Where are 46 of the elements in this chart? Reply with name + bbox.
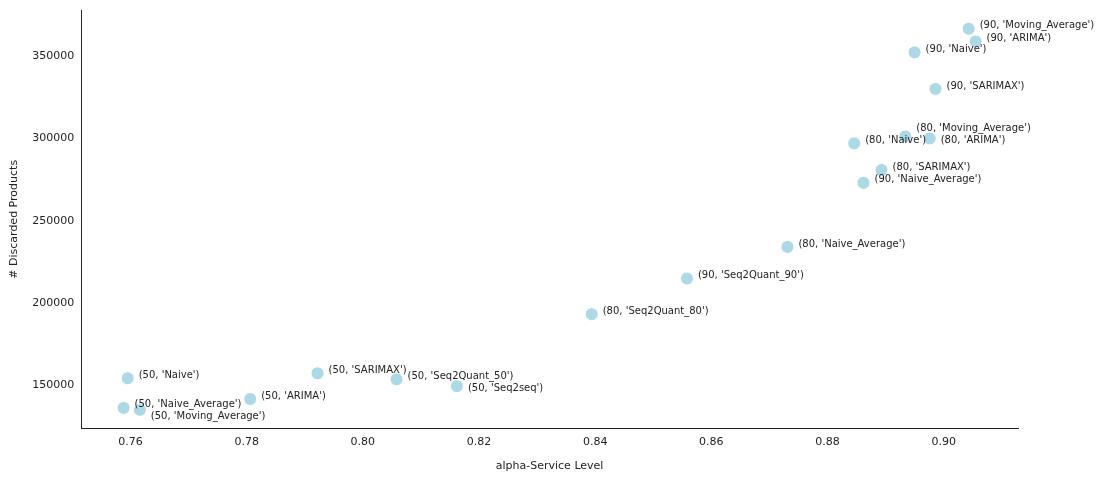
annotation: (80, 'Seq2Quant_80') [602,304,709,317]
y-tick-label: 150000 [32,378,75,392]
annotation: (80, 'Naive_Average') [798,237,906,250]
annotation: (80, 'Moving_Average') [916,121,1031,134]
x-tick-label: 0.80 [350,435,376,449]
point [679,271,694,286]
point [907,45,922,60]
x-tick-label: 0.84 [582,435,608,449]
annotation: (50, 'Seq2Quant_50') [407,369,514,382]
y-tick-label: 250000 [32,213,75,227]
x-axis-title: alpha-Service Level [495,459,604,473]
annotation: (90, 'Naive') [925,43,987,55]
annotation: (90, 'ARIMA') [986,32,1052,44]
point [243,392,258,407]
annotation: (50, 'Moving_Average') [150,410,266,423]
point [120,371,135,386]
annotation: (90, 'Seq2Quant_90') [697,269,804,282]
point [584,307,599,322]
annotation: (50, 'Naive_Average') [134,398,242,411]
point [780,239,795,254]
annotation: (50, 'SARIMAX') [328,363,407,375]
x-tick-label: 0.86 [699,435,724,449]
annotation: (50, 'Seq2seq') [467,381,544,393]
point [116,400,131,415]
annotation: (90, 'Moving_Average') [979,19,1095,32]
y-tick-label: 200000 [32,295,75,309]
x-tick-label: 0.82 [466,435,492,449]
y-tick-label: 300000 [32,131,75,145]
point [928,81,943,96]
x-tick-label: 0.90 [931,435,956,449]
annotation: (50, 'ARIMA') [261,389,326,401]
y-tick-label: 350000 [32,49,75,63]
x-tick-label: 0.88 [815,435,840,449]
point [961,21,976,36]
x-tick-label: 0.76 [118,435,143,449]
annotation: (90, 'Naive_Average') [874,173,982,186]
point [847,136,862,151]
annotation: (80, 'ARIMA') [940,133,1006,145]
annotation: (80, 'SARIMAX') [892,160,971,172]
annotation: (80, 'Naive') [865,133,927,145]
point [310,366,325,381]
annotation: (50, 'Naive') [138,368,200,380]
annotation: (90, 'SARIMAX') [946,79,1025,91]
x-tick-label: 0.78 [234,435,259,449]
y-axis-title: # Discarded Products [7,159,21,279]
point [856,175,871,190]
